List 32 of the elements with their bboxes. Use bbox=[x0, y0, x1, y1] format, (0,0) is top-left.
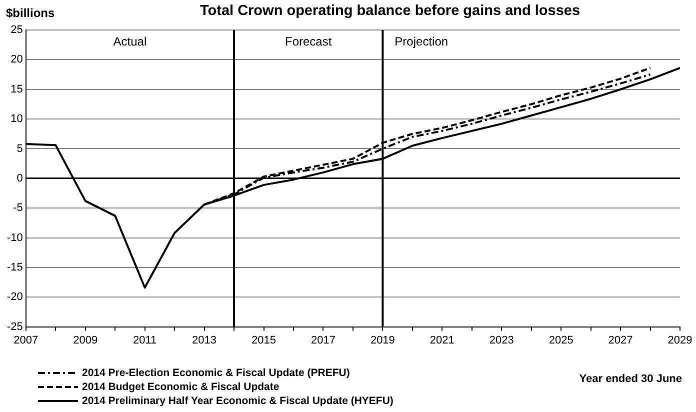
x-tick-label: 2017 bbox=[310, 334, 336, 346]
legend-label: 2014 Preliminary Half Year Economic & Fiscal Update (HYEFU) bbox=[82, 395, 394, 407]
y-tick-label: -20 bbox=[6, 291, 23, 304]
x-tick-label: 2027 bbox=[608, 334, 633, 346]
legend-label: 2014 Budget Economic & Fiscal Update bbox=[82, 381, 280, 393]
y-tick-label: -25 bbox=[6, 320, 23, 333]
y-tick-label: 25 bbox=[10, 24, 23, 36]
annotation: Projection bbox=[394, 34, 448, 48]
y-tick-label: -5 bbox=[13, 202, 23, 214]
x-tick-label: 2023 bbox=[489, 334, 514, 346]
y-tick-label: 0 bbox=[16, 172, 23, 184]
annotation: Forecast bbox=[285, 34, 332, 48]
x-tick-label: 2011 bbox=[133, 334, 157, 346]
annotation: Actual bbox=[113, 34, 147, 48]
x-tick-label: 2019 bbox=[370, 334, 395, 346]
x-tick-label: 2025 bbox=[548, 334, 574, 346]
x-tick-label: 2029 bbox=[668, 334, 692, 346]
y-tick-label: -10 bbox=[6, 232, 23, 244]
y-axis-title: $billions bbox=[6, 6, 55, 20]
y-tick-label: 20 bbox=[10, 54, 23, 66]
y-tick-label: 5 bbox=[16, 142, 23, 155]
x-tick-label: 2013 bbox=[192, 334, 217, 346]
y-tick-label: 15 bbox=[10, 83, 23, 96]
chart-title: Total Crown operating balance before gains and losses bbox=[198, 3, 582, 19]
x-tick-label: 2009 bbox=[73, 334, 98, 346]
legend-label: 2014 Pre-Election Economic & Fiscal Update (PREFU) bbox=[82, 367, 350, 379]
y-tick-label: 10 bbox=[10, 113, 23, 126]
x-tick-label: 2015 bbox=[252, 334, 276, 346]
x-tick-label: 2007 bbox=[14, 334, 38, 346]
y-tick-label: -15 bbox=[6, 261, 23, 274]
x-axis-title: Year ended 30 June bbox=[579, 373, 682, 385]
x-tick-label: 2021 bbox=[430, 334, 454, 346]
